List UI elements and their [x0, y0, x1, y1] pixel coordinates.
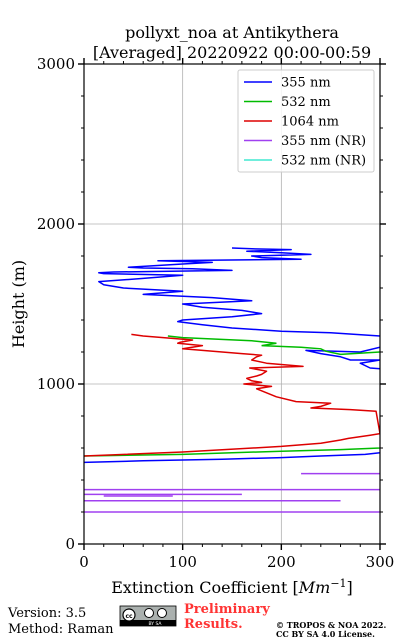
series-line-segment: [167, 335, 380, 356]
legend-label: 355 nm: [281, 76, 331, 91]
sa-icon: [157, 608, 167, 618]
svg-text:cc: cc: [125, 613, 133, 620]
series-layer: [84, 247, 380, 513]
version-label: Version: 3.5: [8, 606, 87, 621]
method-label: Method: Raman: [8, 622, 114, 637]
series-355-nm: [84, 247, 380, 464]
plot-frame: [83, 63, 381, 545]
series-line: [84, 333, 380, 457]
cc-badge-text: BY SA: [148, 621, 162, 627]
series-532-nm: [84, 335, 380, 457]
legend-label: 1064 nm: [281, 115, 339, 130]
x-tick-label: 0: [79, 553, 89, 571]
series-1064-nm: [84, 333, 380, 457]
x-axis-label: Extinction Coefficient [Mm−1]: [111, 577, 353, 597]
y-tick-label: 2000: [37, 215, 75, 233]
x-tick-label: 300: [366, 553, 395, 571]
x-tick-label: 100: [168, 553, 197, 571]
chart-title-line1: pollyxt_noa at Antikythera: [125, 23, 339, 42]
by-icon: [144, 608, 154, 618]
legend-label: 532 nm (NR): [281, 154, 366, 169]
y-tick-label: 1000: [37, 375, 75, 393]
series-line: [84, 247, 380, 464]
legend: 355 nm 532 nm 1064 nm 355 nm (NR) 532 nm (NR…: [237, 69, 375, 173]
copyright-line2: CC BY SA 4.0 License.: [276, 629, 375, 639]
series-355-nm-nr-: [84, 472, 380, 513]
legend-box: [237, 69, 375, 173]
cc-license-badge: cc BY SA: [119, 605, 177, 627]
y-tick-label: 3000: [37, 55, 75, 73]
copyright-line1: © TROPOS & NOA 2022.: [276, 620, 387, 630]
legend-label: 355 nm (NR): [281, 134, 366, 149]
series-line-segment: [84, 446, 380, 457]
y-axis-label: Height (m): [9, 260, 28, 348]
chart-title-line2: [Averaged] 20220922 00:00-00:59: [93, 43, 371, 62]
preliminary-results-label: Preliminary Results.: [184, 602, 270, 632]
y-tick-label: 0: [65, 535, 75, 553]
legend-label: 532 nm: [281, 95, 331, 110]
cc-icon: [122, 608, 136, 622]
x-tick-label: 200: [267, 553, 296, 571]
